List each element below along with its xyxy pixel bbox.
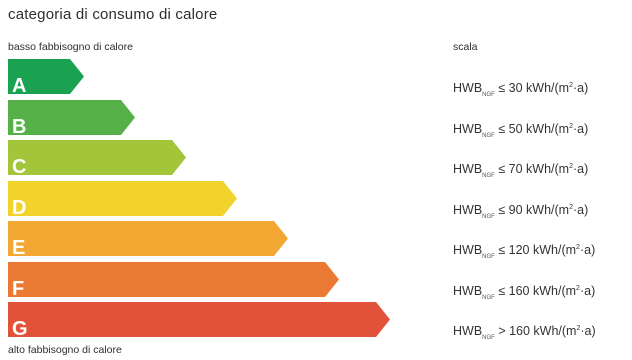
energy-class-f: F [8, 261, 339, 300]
scale-unit: kWh/(m [526, 81, 570, 95]
energy-class-c: C [8, 140, 186, 178]
scale-unit-superscript: 2 [576, 325, 581, 332]
scale-unit-superscript: 2 [569, 203, 573, 211]
class-letter: E [12, 237, 26, 259]
scale-subscript: NGF [482, 132, 495, 139]
scale-prefix: HWB [453, 283, 483, 298]
class-letter: A [12, 75, 27, 97]
scale-row-c: HWBNGF ≤ 70 kWh/(m2·a) [453, 162, 588, 182]
scale-subscript: NGF [482, 294, 495, 301]
scale-threshold: ≤ 120 [494, 243, 533, 257]
scale-threshold: > 160 [494, 324, 534, 338]
class-arrow-shape [8, 302, 390, 337]
scale-unit-end: ·a) [573, 121, 589, 136]
scale-unit-end: ·a) [573, 202, 589, 217]
scale-threshold: ≤ 50 [494, 121, 527, 136]
high-demand-label: alto fabbisogno di calore [8, 344, 122, 356]
page-title: categoria di consumo di calore [8, 6, 218, 23]
scale-unit-superscript: 2 [569, 82, 573, 89]
class-arrow-shape [8, 180, 237, 216]
scale-row-d: HWBNGF ≤ 90 kWh/(m2·a) [453, 203, 588, 223]
scale-prefix: HWB [453, 243, 483, 257]
scale-prefix: HWB [453, 162, 483, 176]
class-arrow-shape [8, 59, 84, 94]
energy-class-g: G [8, 302, 390, 340]
class-arrow-shape [8, 221, 288, 256]
scale-unit: kWh/(m [532, 243, 577, 257]
scale-unit-superscript: 2 [569, 163, 573, 170]
scale-unit: kWh/(m [533, 324, 577, 338]
scale-subscript: NGF [482, 173, 495, 179]
low-demand-label: basso fabbisogno di calore [8, 41, 133, 53]
energy-class-e: E [8, 221, 288, 259]
class-letter: G [12, 318, 28, 340]
scale-row-g: HWBNGF > 160 kWh/(m2·a) [453, 324, 596, 344]
scale-threshold: ≤ 160 [494, 283, 533, 298]
scale-prefix: HWB [453, 324, 483, 338]
scale-unit: kWh/(m [526, 162, 570, 176]
class-letter: D [12, 196, 27, 219]
scale-unit-superscript: 2 [576, 284, 580, 292]
scale-threshold: ≤ 70 [494, 162, 527, 176]
scale-prefix: HWB [453, 202, 483, 217]
scale-unit-superscript: 2 [576, 244, 580, 251]
scale-unit-end: ·a) [579, 283, 596, 298]
scale-threshold: ≤ 30 [494, 81, 527, 95]
scale-unit-end: ·a) [580, 324, 596, 338]
scale-subscript: NGF [482, 254, 495, 260]
class-arrow-shape [8, 99, 135, 135]
scale-unit: kWh/(m [526, 121, 570, 136]
energy-class-d: D [8, 180, 237, 219]
class-letter: F [12, 277, 25, 300]
scale-unit: kWh/(m [526, 202, 570, 217]
scale-threshold: ≤ 90 [494, 202, 527, 217]
scale-row-e: HWBNGF ≤ 120 kWh/(m2·a) [453, 243, 595, 263]
scale-unit-end: ·a) [573, 162, 589, 176]
energy-class-a: A [8, 59, 84, 97]
scale-unit: kWh/(m [532, 283, 577, 298]
scale-unit-end: ·a) [573, 81, 589, 95]
scale-row-b: HWBNGF ≤ 50 kWh/(m2·a) [453, 122, 588, 142]
scale-prefix: HWB [453, 81, 483, 95]
energy-class-b: B [8, 99, 135, 138]
class-letter: B [12, 115, 27, 138]
class-letter: C [12, 156, 27, 178]
scale-unit-end: ·a) [579, 243, 596, 257]
class-arrow-shape [8, 261, 339, 297]
scale-row-a: HWBNGF ≤ 30 kWh/(m2·a) [453, 81, 588, 101]
scale-subscript: NGF [482, 92, 495, 98]
class-arrow-shape [8, 140, 186, 175]
scale-prefix: HWB [453, 121, 483, 136]
scale-row-f: HWBNGF ≤ 160 kWh/(m2·a) [453, 284, 595, 304]
scale-label: scala [453, 41, 478, 53]
scale-subscript: NGF [482, 335, 495, 341]
scale-unit-superscript: 2 [569, 122, 573, 130]
scale-subscript: NGF [482, 213, 495, 220]
